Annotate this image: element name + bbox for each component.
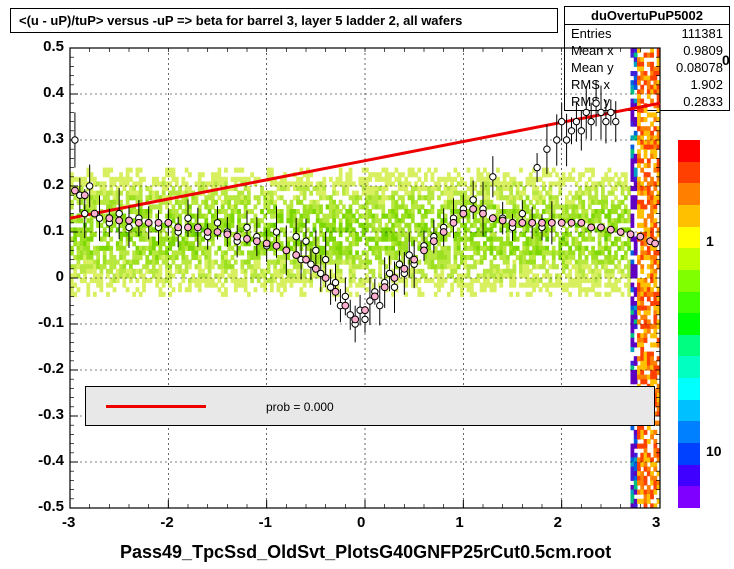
colorbar-segment (678, 378, 700, 400)
y-tick-label: -0.5 (14, 498, 64, 515)
colorbar-tick-label: 10 (706, 443, 722, 459)
colorbar-segment (678, 421, 700, 443)
x-tick-label: 1 (455, 514, 463, 531)
colorbar-segment (678, 313, 700, 335)
y-tick-label: 0.3 (14, 130, 64, 147)
legend-box: prob = 0.000 (85, 386, 655, 426)
plot-canvas (0, 0, 734, 569)
y-tick-label: 0.4 (14, 84, 64, 101)
colorbar-segment (678, 227, 700, 249)
x-tick-label: -2 (160, 514, 173, 531)
color-scale-bar (678, 140, 700, 508)
colorbar-segment (678, 205, 700, 227)
colorbar-segment (678, 140, 700, 162)
y-tick-label: 0.2 (14, 176, 64, 193)
y-tick-label: 0.1 (14, 222, 64, 239)
x-tick-label: -3 (62, 514, 75, 531)
x-tick-label: 2 (554, 514, 562, 531)
colorbar-segment (678, 443, 700, 465)
colorbar-segment (678, 270, 700, 292)
bottom-title: Pass49_TpcSsd_OldSvt_PlotsG40GNFP25rCut0… (120, 542, 611, 563)
colorbar-segment (678, 465, 700, 487)
y-tick-label: -0.2 (14, 360, 64, 377)
colorbar-segment (678, 292, 700, 314)
x-tick-label: -1 (259, 514, 272, 531)
colorbar-segment (678, 356, 700, 378)
x-tick-label: 0 (357, 514, 365, 531)
y-tick-label: -0.1 (14, 314, 64, 331)
y-tick-label: -0.4 (14, 452, 64, 469)
legend-fit-line (106, 405, 206, 408)
colorbar-segment (678, 486, 700, 508)
colorbar-segment (678, 183, 700, 205)
colorbar-segment (678, 335, 700, 357)
y-tick-label: 0.5 (14, 38, 64, 55)
colorbar-segment (678, 162, 700, 184)
y-tick-label: 0 (14, 268, 64, 285)
colorbar-segment (678, 400, 700, 422)
colorbar-tick-label: 1 (706, 233, 714, 249)
colorbar-extra-zero: 0 (722, 52, 730, 68)
x-tick-label: 3 (652, 514, 660, 531)
colorbar-segment (678, 248, 700, 270)
legend-prob-text: prob = 0.000 (266, 400, 334, 414)
y-tick-label: -0.3 (14, 406, 64, 423)
